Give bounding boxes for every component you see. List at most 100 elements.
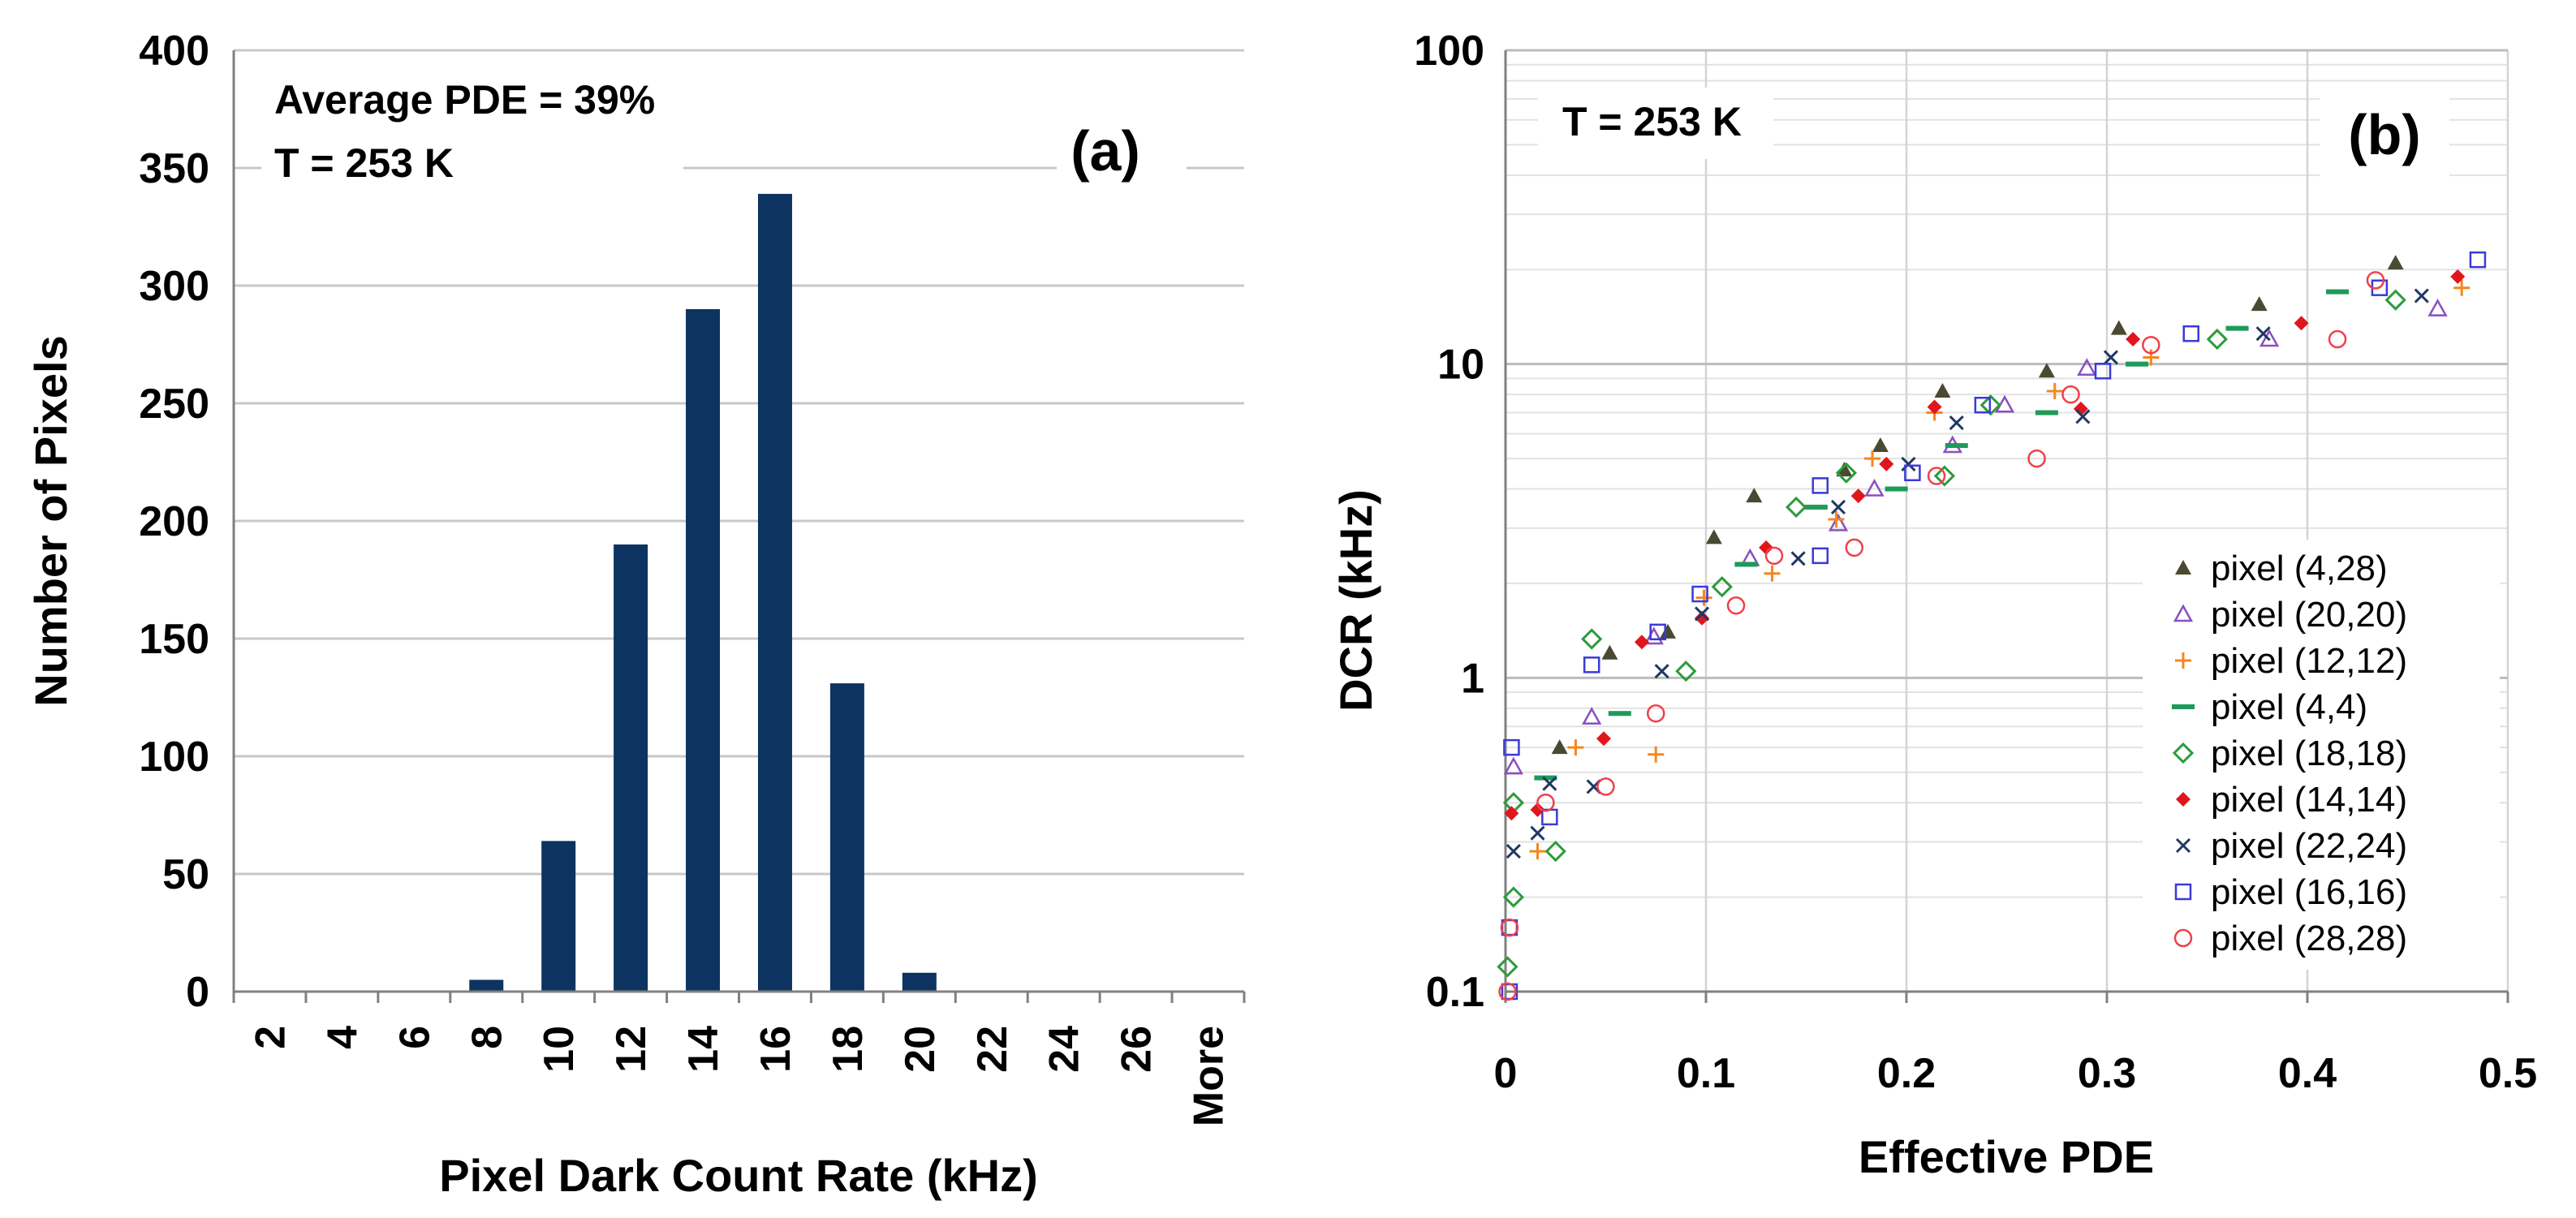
legend-label: pixel (28,28) xyxy=(2211,919,2407,958)
scatter-y-tick-label: 0.1 xyxy=(1426,969,1484,1016)
scatter-point xyxy=(1790,551,1806,566)
scatter-point xyxy=(1601,644,1618,660)
legend-marker xyxy=(2174,883,2192,901)
legend-marker xyxy=(2176,792,2190,807)
scatter-point xyxy=(1711,576,1733,598)
scatter-point xyxy=(2225,325,2249,331)
average-pde-annotation: Average PDE = 39% xyxy=(274,77,655,123)
scatter-point xyxy=(2094,363,2112,380)
scatter-points xyxy=(1497,251,2487,1001)
scatter-point xyxy=(2450,269,2466,284)
scatter-point xyxy=(2251,296,2268,312)
histogram-bar xyxy=(829,683,864,992)
scatter-point xyxy=(1583,656,1600,674)
scatter-point xyxy=(1596,731,1612,747)
scatter-point xyxy=(1927,399,1942,415)
scatter-x-tick-label: 0.3 xyxy=(2078,1050,2136,1097)
histogram-x-tick-labels: 2 4 6 8 10 12 14 16 18 20 22 24 26 More xyxy=(247,1026,1232,1126)
scatter-point xyxy=(1945,443,1968,449)
scatter-x-tick-label: 0.5 xyxy=(2479,1050,2537,1097)
scatter-point xyxy=(2294,316,2309,331)
legend-label: pixel (14,14) xyxy=(2211,780,2407,820)
histogram-y-tick-labels: 0 50 100 150 200 250 300 350 400 xyxy=(139,28,209,1016)
scatter-point xyxy=(2126,361,2149,367)
scatter-point xyxy=(1830,499,1846,515)
scatter-point xyxy=(1804,504,1828,510)
scatter-point xyxy=(1581,628,1603,650)
histogram-bar xyxy=(757,193,792,992)
scatter-point xyxy=(2103,350,2119,365)
legend-marker xyxy=(2173,604,2194,622)
histogram-y-tick-label: 350 xyxy=(139,145,209,192)
temperature-annotation-b-background xyxy=(1538,88,1773,159)
scatter-point xyxy=(2206,328,2228,351)
legend-background xyxy=(2143,540,2500,970)
scatter-point xyxy=(1885,486,1908,492)
scatter-point xyxy=(1634,635,1649,650)
scatter-point xyxy=(1504,806,1519,821)
scatter-point xyxy=(1974,396,1992,414)
scatter-point xyxy=(1649,623,1666,641)
histogram-y-axis-title: Number of Pixels xyxy=(25,335,76,706)
scatter-point xyxy=(1694,606,1710,622)
scatter-point xyxy=(1534,775,1557,781)
scatter-axes xyxy=(1504,50,2509,1003)
scatter-point xyxy=(2387,255,2404,270)
histogram-y-tick-label: 0 xyxy=(186,969,209,1016)
scatter-point xyxy=(1596,777,1615,796)
scatter-point xyxy=(2182,325,2199,342)
scatter-point xyxy=(1949,415,1964,431)
scatter-point xyxy=(2110,320,2127,335)
legend-label: pixel (16,16) xyxy=(2211,872,2407,912)
scatter-point xyxy=(1994,394,2015,413)
scatter-point xyxy=(1695,610,1710,626)
scatter-point xyxy=(1759,540,1774,555)
scatter-point xyxy=(1608,711,1631,717)
legend-marker xyxy=(2175,652,2191,669)
scatter-point xyxy=(1850,488,1866,504)
scatter-x-tick-label: 0.1 xyxy=(1677,1050,1735,1097)
average-pde-annotation-background xyxy=(261,67,683,196)
scatter-point xyxy=(1864,450,1881,467)
scatter-point xyxy=(1506,844,1521,859)
scatter-point xyxy=(1536,793,1555,812)
temperature-annotation-b: T = 253 K xyxy=(1562,99,1742,144)
histogram-y-tick-label: 100 xyxy=(139,734,209,781)
histogram-x-tick-label: 6 xyxy=(391,1026,438,1049)
scatter-y-tick-label: 100 xyxy=(1414,28,1484,75)
scatter-point xyxy=(1828,513,1849,532)
scatter-point xyxy=(1498,982,1517,1001)
scatter-legend: pixel (4,28) pixel (20,20) pixel (12,12) pi… xyxy=(2172,549,2407,958)
histogram-bar xyxy=(686,309,721,992)
scatter-y-tick-label: 10 xyxy=(1437,342,1484,389)
scatter-point xyxy=(1828,511,1845,528)
scatter-point xyxy=(2142,335,2160,355)
scatter-point xyxy=(1864,478,1885,497)
panel-label-a-background xyxy=(1057,107,1187,196)
scatter-point xyxy=(1695,589,1712,606)
legend-label: pixel (20,20) xyxy=(2211,595,2407,635)
scatter-point xyxy=(1879,456,1894,471)
scatter-x-tick-labels: 0 0.1 0.2 0.3 0.4 0.5 xyxy=(1494,1050,2538,1097)
scatter-point xyxy=(2255,326,2271,342)
scatter-point xyxy=(1675,661,1697,682)
scatter-point xyxy=(1726,596,1746,615)
scatter-point xyxy=(1502,886,1525,908)
legend-label: pixel (22,24) xyxy=(2211,826,2407,866)
scatter-x-tick-label: 0.4 xyxy=(2278,1050,2337,1097)
scatter-point xyxy=(1582,707,1602,725)
scatter-point xyxy=(1764,546,1784,566)
scatter-point xyxy=(1530,825,1545,841)
legend-marker xyxy=(2172,704,2195,709)
scatter-point xyxy=(1845,538,1864,557)
histogram-y-tick-label: 300 xyxy=(139,263,209,310)
scatter-point xyxy=(1786,496,1807,519)
scatter-x-tick-label: 0.2 xyxy=(1877,1050,1936,1097)
panel-label-b: (b) xyxy=(2348,103,2420,166)
scatter-point xyxy=(1746,488,1763,503)
scatter-point xyxy=(2326,289,2350,295)
scatter-point xyxy=(1811,547,1829,565)
histogram-bar xyxy=(614,544,648,992)
scatter-point xyxy=(1647,704,1665,723)
